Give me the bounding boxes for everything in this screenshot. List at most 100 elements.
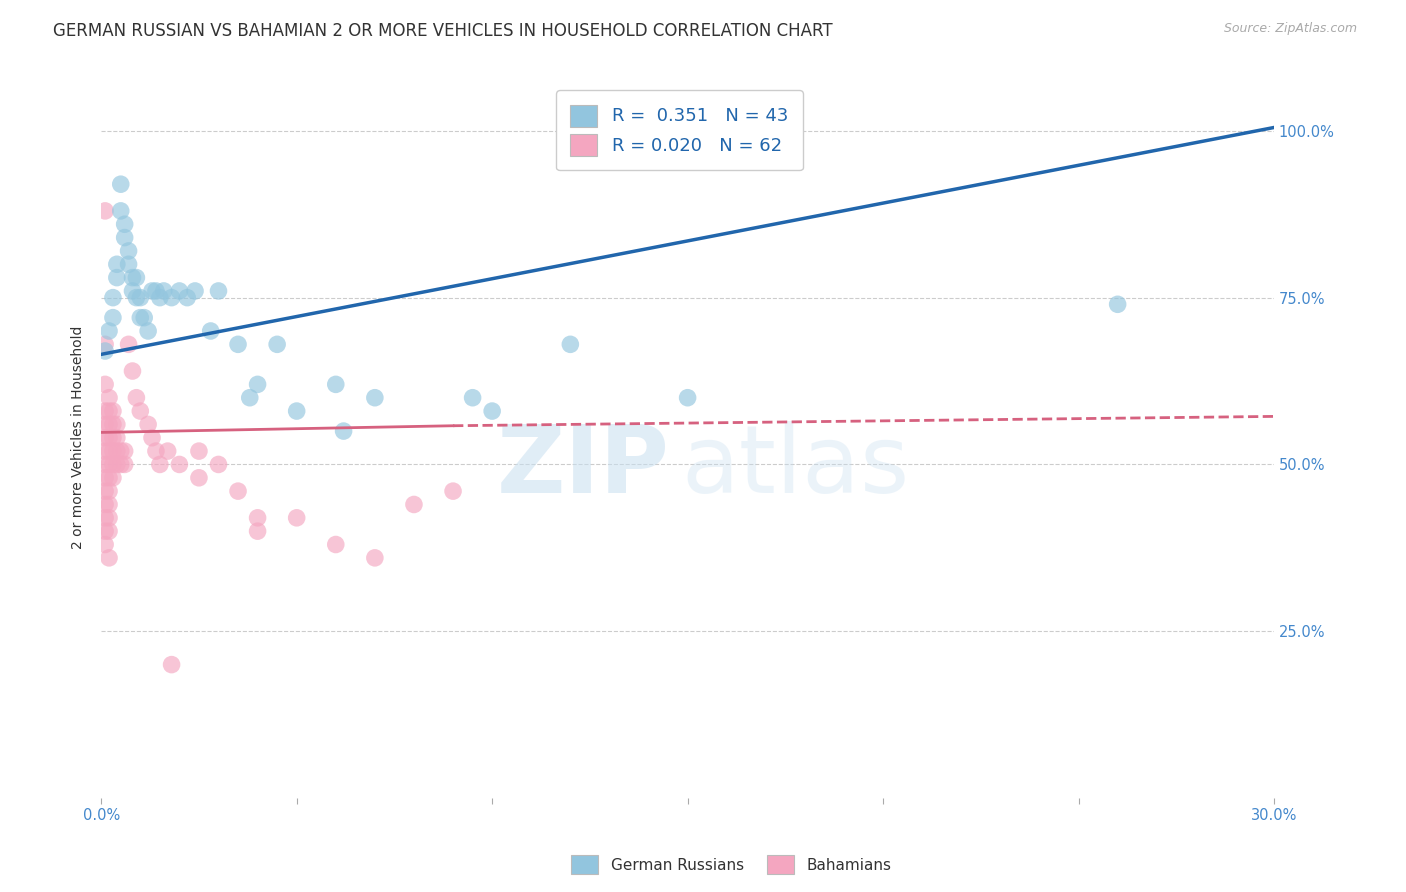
Point	[125, 391, 148, 405]
Point	[98, 550, 121, 565]
Point	[94, 484, 117, 499]
Point	[560, 337, 582, 351]
Point	[145, 444, 167, 458]
Point	[98, 391, 121, 405]
Point	[152, 284, 174, 298]
Point	[1107, 297, 1129, 311]
Point	[110, 458, 132, 472]
Point	[129, 291, 152, 305]
Point	[101, 404, 124, 418]
Point	[141, 284, 163, 298]
Point	[98, 404, 121, 418]
Point	[207, 284, 229, 298]
Point	[94, 404, 117, 418]
Text: GERMAN RUSSIAN VS BAHAMIAN 2 OR MORE VEHICLES IN HOUSEHOLD CORRELATION CHART: GERMAN RUSSIAN VS BAHAMIAN 2 OR MORE VEH…	[53, 22, 832, 40]
Point	[239, 391, 262, 405]
Point	[207, 458, 229, 472]
Point	[134, 310, 156, 325]
Point	[94, 537, 117, 551]
Point	[98, 417, 121, 432]
Point	[136, 417, 159, 432]
Point	[129, 310, 152, 325]
Point	[145, 284, 167, 298]
Point	[98, 484, 121, 499]
Point	[98, 324, 121, 338]
Point	[332, 424, 354, 438]
Text: ZIP: ZIP	[498, 420, 671, 513]
Point	[117, 257, 139, 271]
Point	[94, 203, 117, 218]
Point	[125, 270, 148, 285]
Text: atlas: atlas	[682, 420, 910, 513]
Point	[101, 417, 124, 432]
Point	[105, 417, 128, 432]
Point	[285, 404, 308, 418]
Point	[364, 391, 387, 405]
Point	[246, 377, 269, 392]
Point	[402, 498, 425, 512]
Point	[121, 270, 143, 285]
Point	[101, 458, 124, 472]
Point	[325, 537, 347, 551]
Point	[114, 217, 136, 231]
Point	[187, 444, 209, 458]
Point	[160, 291, 183, 305]
Point	[101, 471, 124, 485]
Point	[94, 524, 117, 538]
Point	[114, 230, 136, 244]
Point	[101, 310, 124, 325]
Point	[176, 291, 198, 305]
Point	[676, 391, 699, 405]
Point	[156, 444, 179, 458]
Legend: R =  0.351   N = 43, R = 0.020   N = 62: R = 0.351 N = 43, R = 0.020 N = 62	[555, 90, 803, 170]
Text: Source: ZipAtlas.com: Source: ZipAtlas.com	[1223, 22, 1357, 36]
Point	[98, 458, 121, 472]
Point	[94, 377, 117, 392]
Point	[266, 337, 288, 351]
Point	[160, 657, 183, 672]
Point	[98, 431, 121, 445]
Point	[98, 471, 121, 485]
Point	[187, 471, 209, 485]
Point	[136, 324, 159, 338]
Point	[110, 178, 132, 192]
Point	[94, 431, 117, 445]
Point	[149, 291, 172, 305]
Point	[461, 391, 484, 405]
Point	[169, 284, 191, 298]
Point	[125, 291, 148, 305]
Point	[117, 337, 139, 351]
Point	[101, 291, 124, 305]
Point	[101, 431, 124, 445]
Point	[121, 364, 143, 378]
Point	[149, 458, 172, 472]
Point	[200, 324, 222, 338]
Point	[98, 444, 121, 458]
Point	[105, 458, 128, 472]
Point	[94, 458, 117, 472]
Point	[94, 417, 117, 432]
Point	[481, 404, 503, 418]
Point	[114, 458, 136, 472]
Point	[98, 511, 121, 525]
Point	[94, 344, 117, 359]
Point	[246, 524, 269, 538]
Point	[94, 498, 117, 512]
Point	[94, 511, 117, 525]
Point	[94, 444, 117, 458]
Point	[129, 404, 152, 418]
Point	[101, 444, 124, 458]
Point	[105, 431, 128, 445]
Point	[121, 284, 143, 298]
Point	[246, 511, 269, 525]
Point	[325, 377, 347, 392]
Point	[105, 444, 128, 458]
Point	[226, 484, 249, 499]
Point	[117, 244, 139, 258]
Point	[94, 337, 117, 351]
Point	[110, 444, 132, 458]
Point	[285, 511, 308, 525]
Point	[114, 444, 136, 458]
Legend: German Russians, Bahamians: German Russians, Bahamians	[565, 849, 897, 880]
Point	[184, 284, 207, 298]
